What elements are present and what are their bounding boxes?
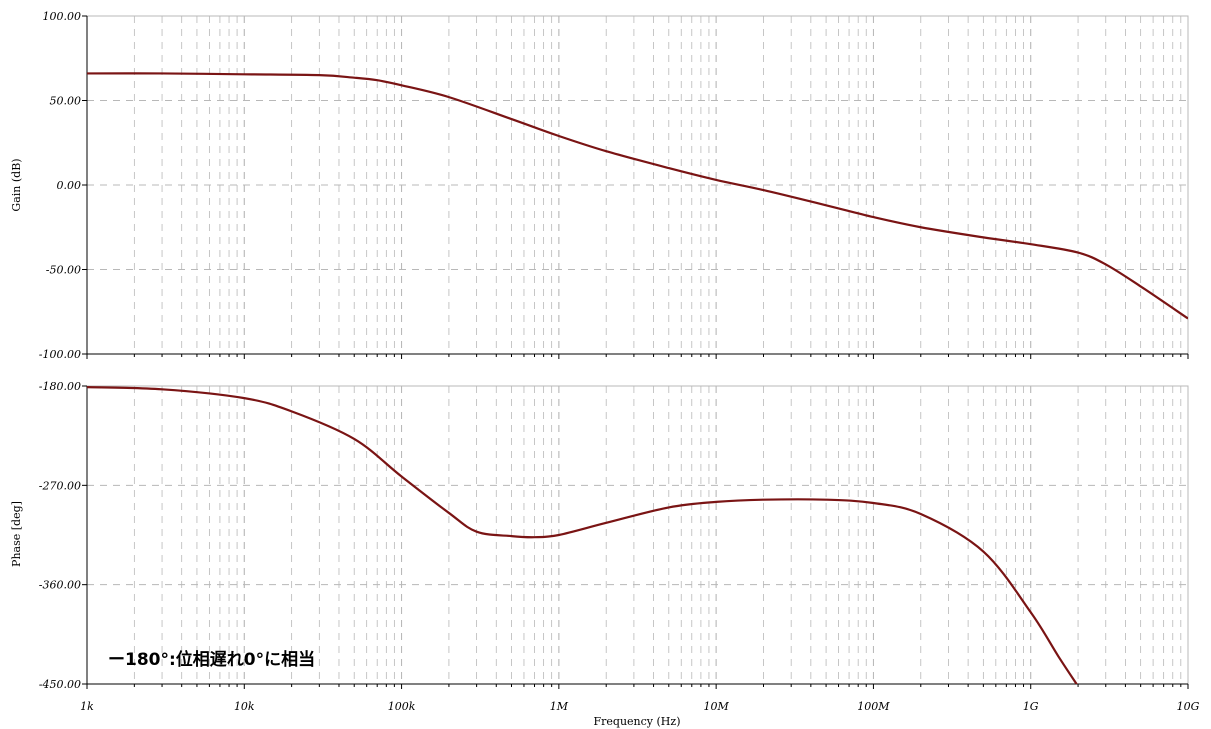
phase-series-line <box>87 386 1078 684</box>
x-tick-label: 100k <box>388 700 416 713</box>
gain-axis-label: Gain (dB) <box>10 158 23 211</box>
x-tick-label: 10k <box>234 700 255 713</box>
phase-y-tick-label: -270.00 <box>39 479 81 492</box>
x-tick-label: 10G <box>1177 700 1200 713</box>
x-tick-label: 1k <box>80 700 94 713</box>
x-tick-label: 1G <box>1023 700 1039 713</box>
phase-plot-frame <box>86 385 1189 685</box>
x-tick-label: 100M <box>857 700 890 713</box>
gain-y-tick-label: -50.00 <box>46 264 81 277</box>
phase-y-tick-label: -180.00 <box>39 380 81 393</box>
gain-y-tick-label: 100.00 <box>43 10 82 23</box>
frequency-axis-label: Frequency (Hz) <box>594 715 681 728</box>
phase-y-tick-label: -450.00 <box>39 678 81 691</box>
gain-y-tick-label: 50.00 <box>50 95 82 108</box>
x-tick-label: 1M <box>550 700 569 713</box>
phase-axis-label: Phase [deg] <box>10 501 23 567</box>
gain-y-tick-label: -100.00 <box>39 348 81 361</box>
gain-panel: 100.00 50.00 0.00 -50.00 -100.00 <box>39 10 1189 361</box>
phase-annotation: ー180°:位相遅れ0°に相当 <box>108 649 315 670</box>
gain-series-line <box>87 72 1188 320</box>
gain-y-tick-label: 0.00 <box>57 179 82 192</box>
phase-y-tick-label: -360.00 <box>39 579 81 592</box>
x-tick-label: 10M <box>704 700 730 713</box>
phase-panel: -180.00 -270.00 -360.00 -450.00 1k 10k 100k 1M 1… <box>39 380 1200 713</box>
